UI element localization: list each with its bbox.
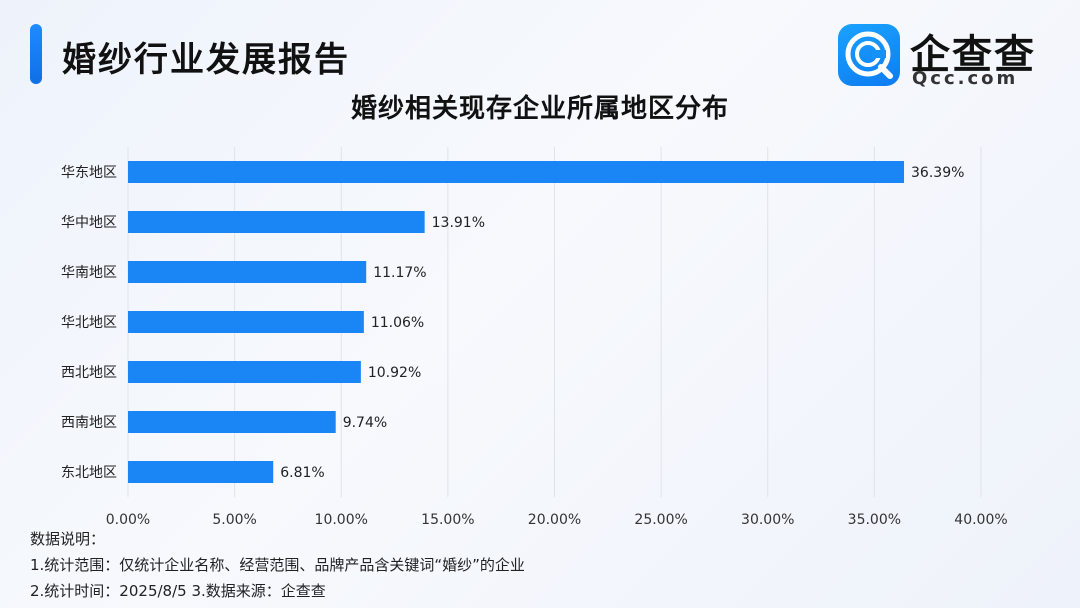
notes-time-source: 2.统计时间：2025/8/5 3.数据来源：企查查 [30,582,326,600]
value-label: 11.06% [371,315,424,331]
bar-5 [128,361,361,383]
brand-domain: Qcc.com [912,68,1019,89]
category-label: 华北地区 [61,315,117,331]
bar-6 [128,411,336,433]
bar-7 [128,461,274,483]
qcc-logo-icon [838,24,900,86]
category-label: 西北地区 [61,365,117,381]
notes-scope: 1.统计范围：仅统计企业名称、经营范围、品牌产品含关键词“婚纱”的企业 [30,556,525,574]
value-label: 11.17% [373,265,426,281]
x-tick-label: 40.00% [954,512,1007,528]
x-tick-label: 20.00% [528,512,581,528]
bar-3 [128,261,367,283]
x-tick-label: 30.00% [741,512,794,528]
category-label: 华东地区 [61,165,117,181]
x-tick-label: 5.00% [212,512,256,528]
title-accent-bar [30,24,42,84]
category-label: 西南地区 [61,415,117,431]
report-title: 婚纱行业发展报告 [62,40,350,80]
value-label: 36.39% [911,165,964,181]
x-tick-label: 25.00% [634,512,687,528]
brand-logo: 企查查 Qcc.com [838,24,1058,90]
x-tick-label: 0.00% [106,512,150,528]
bar-1 [128,161,905,183]
category-label: 华中地区 [61,215,117,231]
x-tick-label: 35.00% [848,512,901,528]
data-notes: 数据说明： 1.统计范围：仅统计企业名称、经营范围、品牌产品含关键词“婚纱”的企… [30,526,525,604]
notes-heading: 数据说明： [30,530,106,548]
category-label: 华南地区 [61,265,117,281]
brand-name: 企查查 [910,32,1036,78]
value-label: 9.74% [343,415,387,431]
value-label: 13.91% [432,215,485,231]
bar-4 [128,311,364,333]
category-label: 东北地区 [61,465,117,481]
value-label: 10.92% [368,365,421,381]
value-label: 6.81% [280,465,324,481]
x-tick-label: 15.00% [421,512,474,528]
bar-2 [128,211,425,233]
x-tick-label: 10.00% [315,512,368,528]
chart-title: 婚纱相关现存企业所属地区分布 [350,94,729,124]
